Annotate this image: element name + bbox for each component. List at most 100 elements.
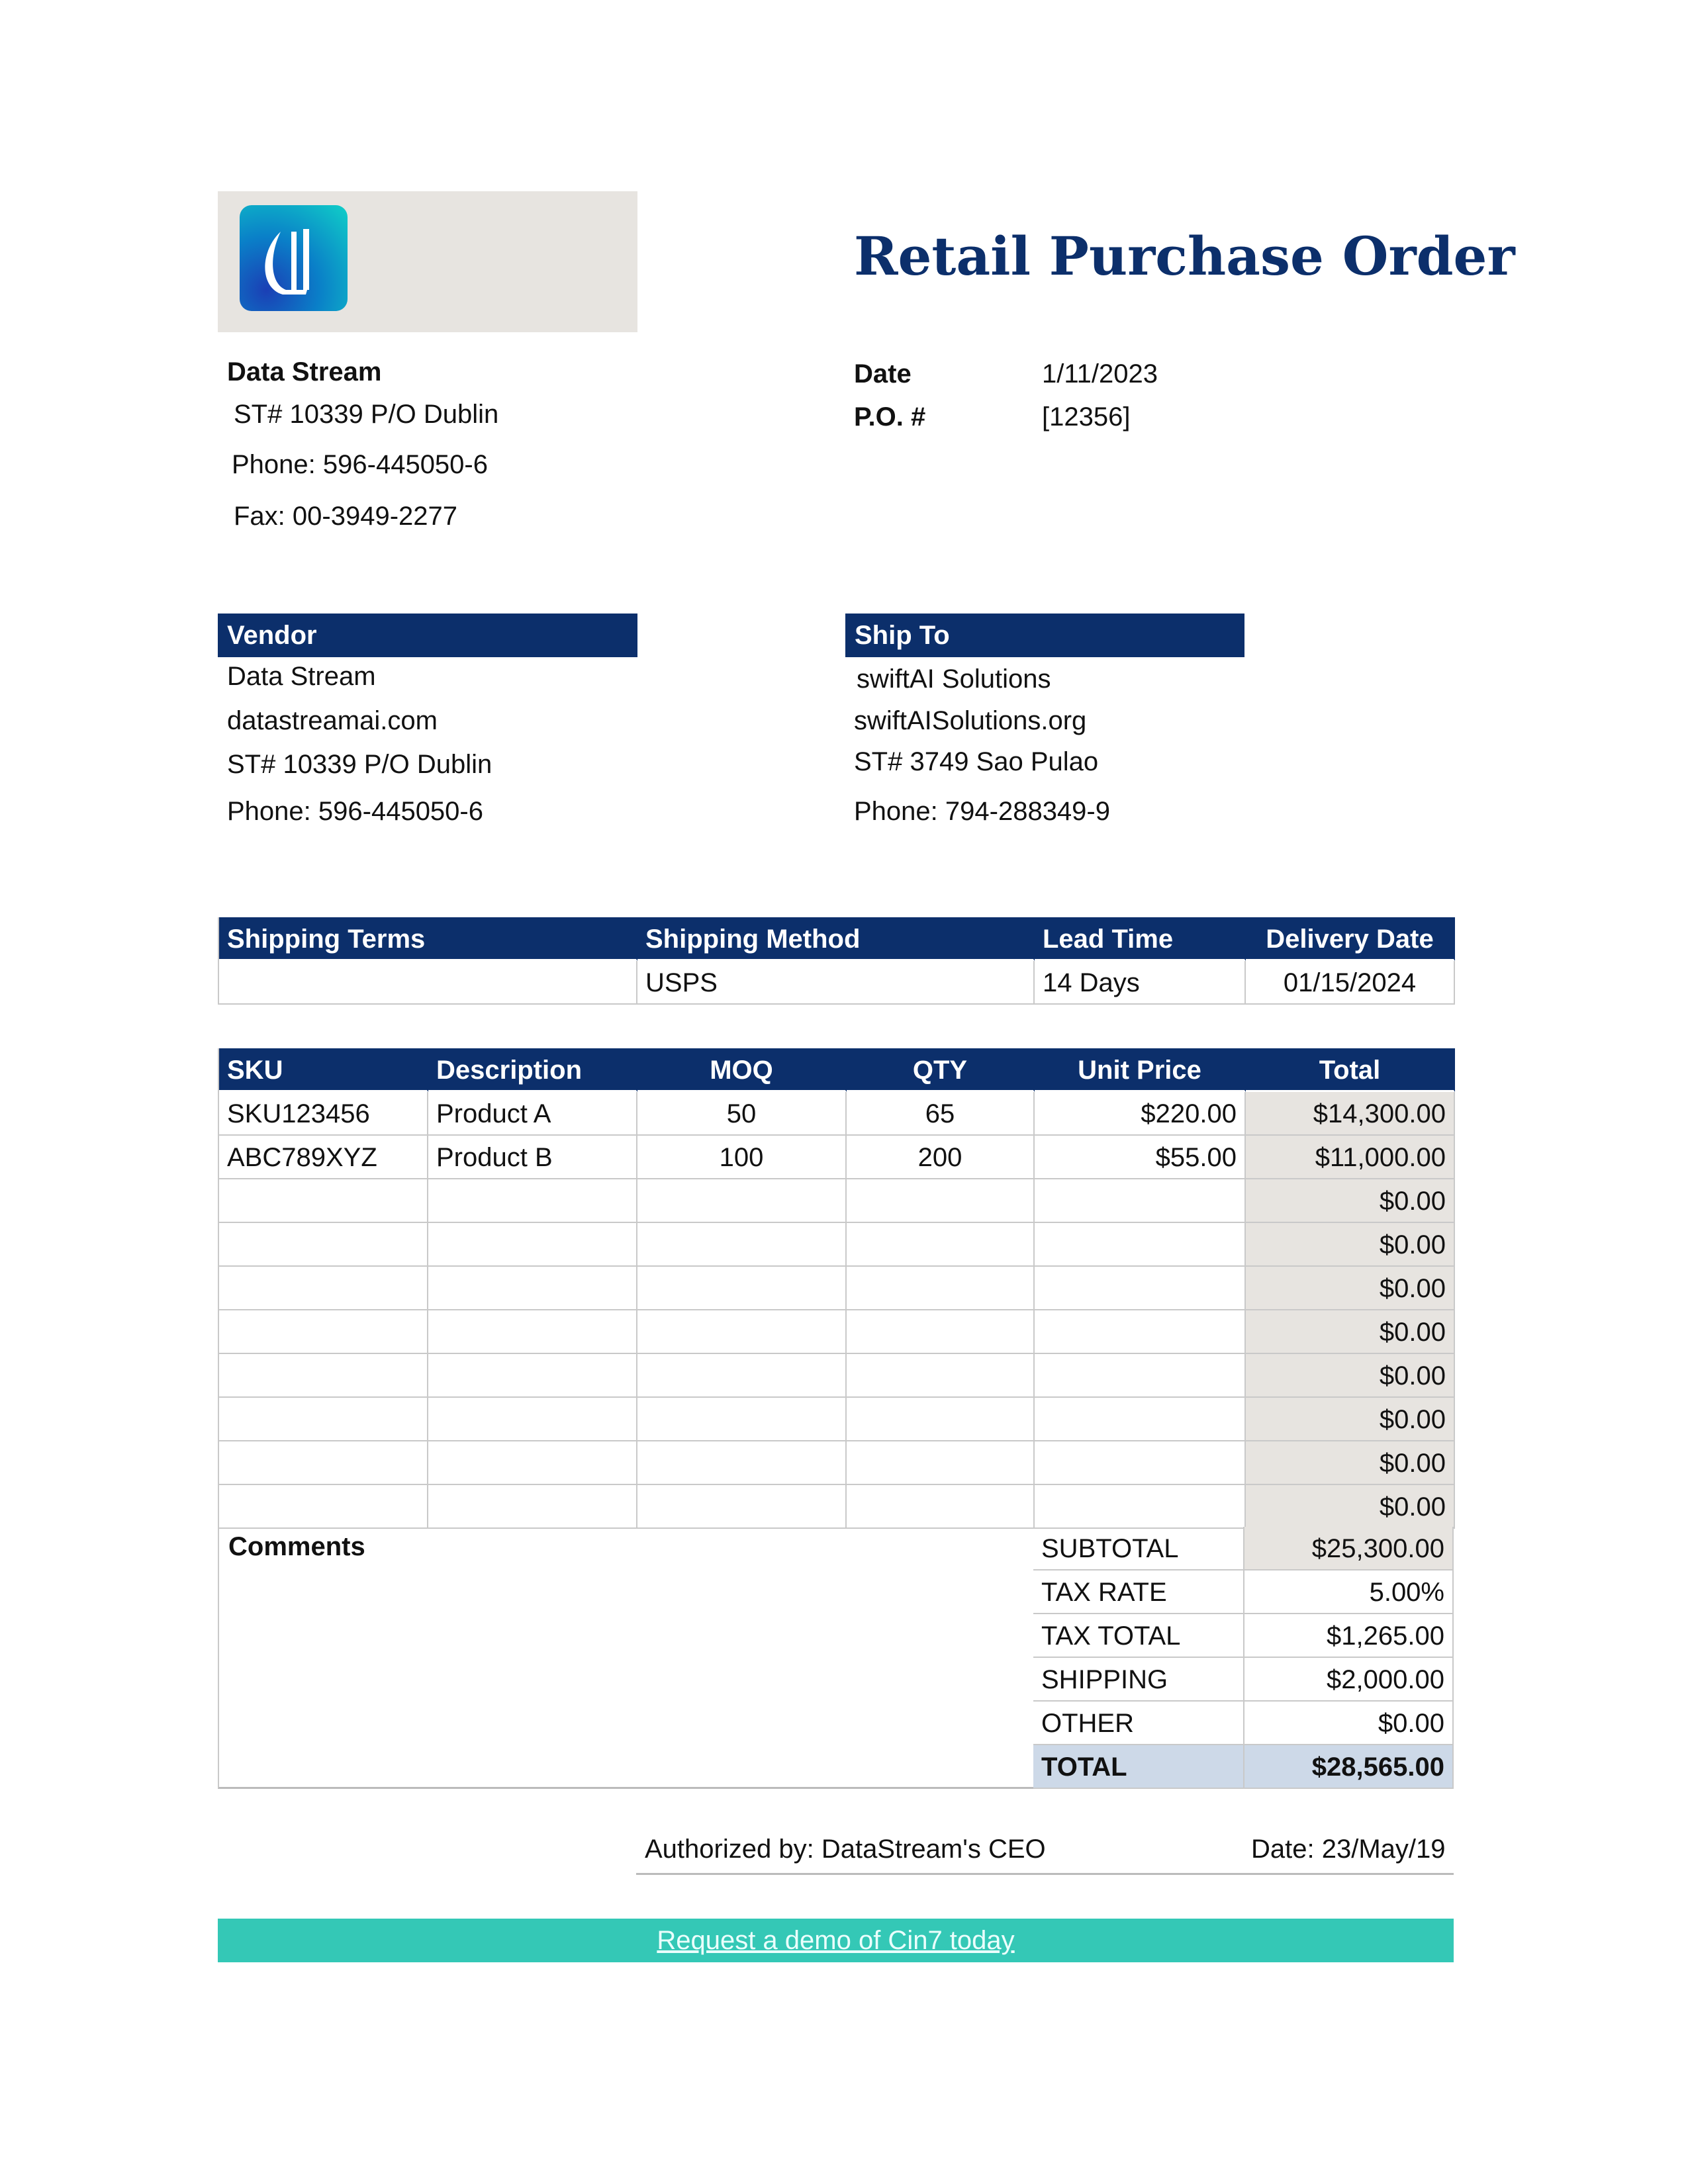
item-cell[interactable] bbox=[219, 1310, 428, 1354]
item-cell[interactable]: ABC789XYZ bbox=[219, 1136, 428, 1179]
item-cell[interactable] bbox=[1035, 1310, 1246, 1354]
item-cell[interactable]: 50 bbox=[637, 1092, 847, 1136]
item-cell[interactable]: 200 bbox=[847, 1136, 1035, 1179]
items-header: Total bbox=[1246, 1048, 1455, 1092]
item-cell[interactable]: Product A bbox=[428, 1092, 637, 1136]
summary-value: $1,265.00 bbox=[1244, 1614, 1454, 1658]
vendor-line: ST# 10339 P/O Dublin bbox=[227, 750, 492, 779]
item-cell[interactable] bbox=[428, 1310, 637, 1354]
item-cell[interactable] bbox=[847, 1267, 1035, 1310]
page-title: Retail Purchase Order bbox=[854, 225, 1515, 287]
item-cell[interactable] bbox=[637, 1354, 847, 1398]
item-cell[interactable] bbox=[847, 1310, 1035, 1354]
date-value: 1/11/2023 bbox=[1042, 359, 1158, 388]
item-cell: $14,300.00 bbox=[1246, 1092, 1455, 1136]
shipping-cell[interactable] bbox=[219, 961, 637, 1005]
item-cell[interactable] bbox=[219, 1398, 428, 1441]
summary-label: SHIPPING bbox=[1033, 1658, 1244, 1702]
item-cell[interactable] bbox=[219, 1441, 428, 1485]
item-cell[interactable] bbox=[637, 1267, 847, 1310]
ship-to-line: swiftAI Solutions bbox=[857, 664, 1051, 694]
item-cell[interactable]: 65 bbox=[847, 1092, 1035, 1136]
item-cell: $0.00 bbox=[1246, 1354, 1455, 1398]
summary-label: OTHER bbox=[1033, 1702, 1244, 1745]
item-cell[interactable] bbox=[637, 1441, 847, 1485]
company-name: Data Stream bbox=[227, 357, 382, 387]
items-header: SKU bbox=[219, 1048, 428, 1092]
item-cell[interactable]: 100 bbox=[637, 1136, 847, 1179]
ship-to-line: swiftAISolutions.org bbox=[854, 706, 1087, 735]
item-cell[interactable] bbox=[219, 1223, 428, 1267]
company-phone: Phone: 596-445050-6 bbox=[232, 450, 488, 479]
item-cell[interactable] bbox=[1035, 1398, 1246, 1441]
vendor-line: datastreamai.com bbox=[227, 706, 438, 735]
item-cell[interactable] bbox=[428, 1223, 637, 1267]
item-cell[interactable]: $55.00 bbox=[1035, 1136, 1246, 1179]
authorized-by: Authorized by: DataStream's CEO bbox=[645, 1835, 1046, 1864]
item-cell[interactable] bbox=[847, 1398, 1035, 1441]
item-cell[interactable] bbox=[847, 1441, 1035, 1485]
item-cell[interactable] bbox=[428, 1179, 637, 1223]
company-address: ST# 10339 P/O Dublin bbox=[234, 400, 499, 429]
item-cell[interactable] bbox=[1035, 1441, 1246, 1485]
item-cell[interactable] bbox=[847, 1223, 1035, 1267]
item-cell[interactable] bbox=[1035, 1485, 1246, 1529]
summary-value: 5.00% bbox=[1244, 1570, 1454, 1614]
shipping-header: Shipping Terms bbox=[219, 917, 637, 961]
item-cell[interactable] bbox=[428, 1398, 637, 1441]
item-cell[interactable] bbox=[1035, 1179, 1246, 1223]
item-cell[interactable] bbox=[847, 1485, 1035, 1529]
item-cell[interactable] bbox=[1035, 1223, 1246, 1267]
request-demo-link[interactable]: Request a demo of Cin7 today bbox=[657, 1926, 1015, 1955]
item-cell: $0.00 bbox=[1246, 1179, 1455, 1223]
item-cell[interactable] bbox=[219, 1485, 428, 1529]
company-logo-icon bbox=[240, 205, 348, 311]
item-cell[interactable]: SKU123456 bbox=[219, 1092, 428, 1136]
company-fax: Fax: 00-3949-2277 bbox=[234, 502, 458, 531]
item-cell[interactable] bbox=[637, 1223, 847, 1267]
signature-line bbox=[636, 1873, 1454, 1875]
item-cell: $0.00 bbox=[1246, 1267, 1455, 1310]
item-cell[interactable] bbox=[428, 1354, 637, 1398]
vendor-line: Data Stream bbox=[227, 662, 376, 691]
item-cell[interactable] bbox=[847, 1354, 1035, 1398]
ship-to-line: ST# 3749 Sao Pulao bbox=[854, 747, 1099, 776]
demo-banner: Request a demo of Cin7 today bbox=[218, 1919, 1454, 1962]
item-cell[interactable] bbox=[637, 1398, 847, 1441]
summary-value: $28,565.00 bbox=[1244, 1745, 1454, 1789]
authorization-date: Date: 23/May/19 bbox=[1251, 1835, 1446, 1864]
shipping-table: Shipping Terms Shipping Method Lead Time De… bbox=[218, 917, 1455, 1005]
items-header: QTY bbox=[847, 1048, 1035, 1092]
item-cell[interactable]: Product B bbox=[428, 1136, 637, 1179]
item-cell[interactable] bbox=[428, 1267, 637, 1310]
item-cell[interactable] bbox=[428, 1441, 637, 1485]
item-cell[interactable] bbox=[1035, 1354, 1246, 1398]
item-cell[interactable] bbox=[847, 1179, 1035, 1223]
ship-to-heading: Ship To bbox=[845, 614, 1244, 657]
item-cell[interactable] bbox=[428, 1485, 637, 1529]
summary-value: $25,300.00 bbox=[1244, 1527, 1454, 1570]
item-cell[interactable]: $220.00 bbox=[1035, 1092, 1246, 1136]
items-header: Description bbox=[428, 1048, 637, 1092]
item-cell[interactable] bbox=[219, 1267, 428, 1310]
po-value: [12356] bbox=[1042, 402, 1131, 432]
items-table: SKU Description MOQ QTY Unit Price Total SKU12… bbox=[218, 1048, 1455, 1529]
item-cell[interactable] bbox=[637, 1485, 847, 1529]
summary-value: $2,000.00 bbox=[1244, 1658, 1454, 1702]
shipping-cell[interactable]: 14 Days bbox=[1035, 961, 1246, 1005]
item-cell[interactable] bbox=[1035, 1267, 1246, 1310]
shipping-cell[interactable]: 01/15/2024 bbox=[1246, 961, 1455, 1005]
summary-label: TAX TOTAL bbox=[1033, 1614, 1244, 1658]
comments-box[interactable]: Comments bbox=[218, 1527, 1033, 1789]
item-cell[interactable] bbox=[637, 1310, 847, 1354]
items-header: Unit Price bbox=[1035, 1048, 1246, 1092]
item-cell[interactable] bbox=[637, 1179, 847, 1223]
item-cell: $0.00 bbox=[1246, 1398, 1455, 1441]
shipping-cell[interactable]: USPS bbox=[637, 961, 1035, 1005]
comments-label: Comments bbox=[228, 1532, 365, 1561]
item-cell[interactable] bbox=[219, 1354, 428, 1398]
shipping-header: Shipping Method bbox=[637, 917, 1035, 961]
ship-to-line: Phone: 794-288349-9 bbox=[854, 797, 1110, 826]
item-cell: $11,000.00 bbox=[1246, 1136, 1455, 1179]
item-cell[interactable] bbox=[219, 1179, 428, 1223]
